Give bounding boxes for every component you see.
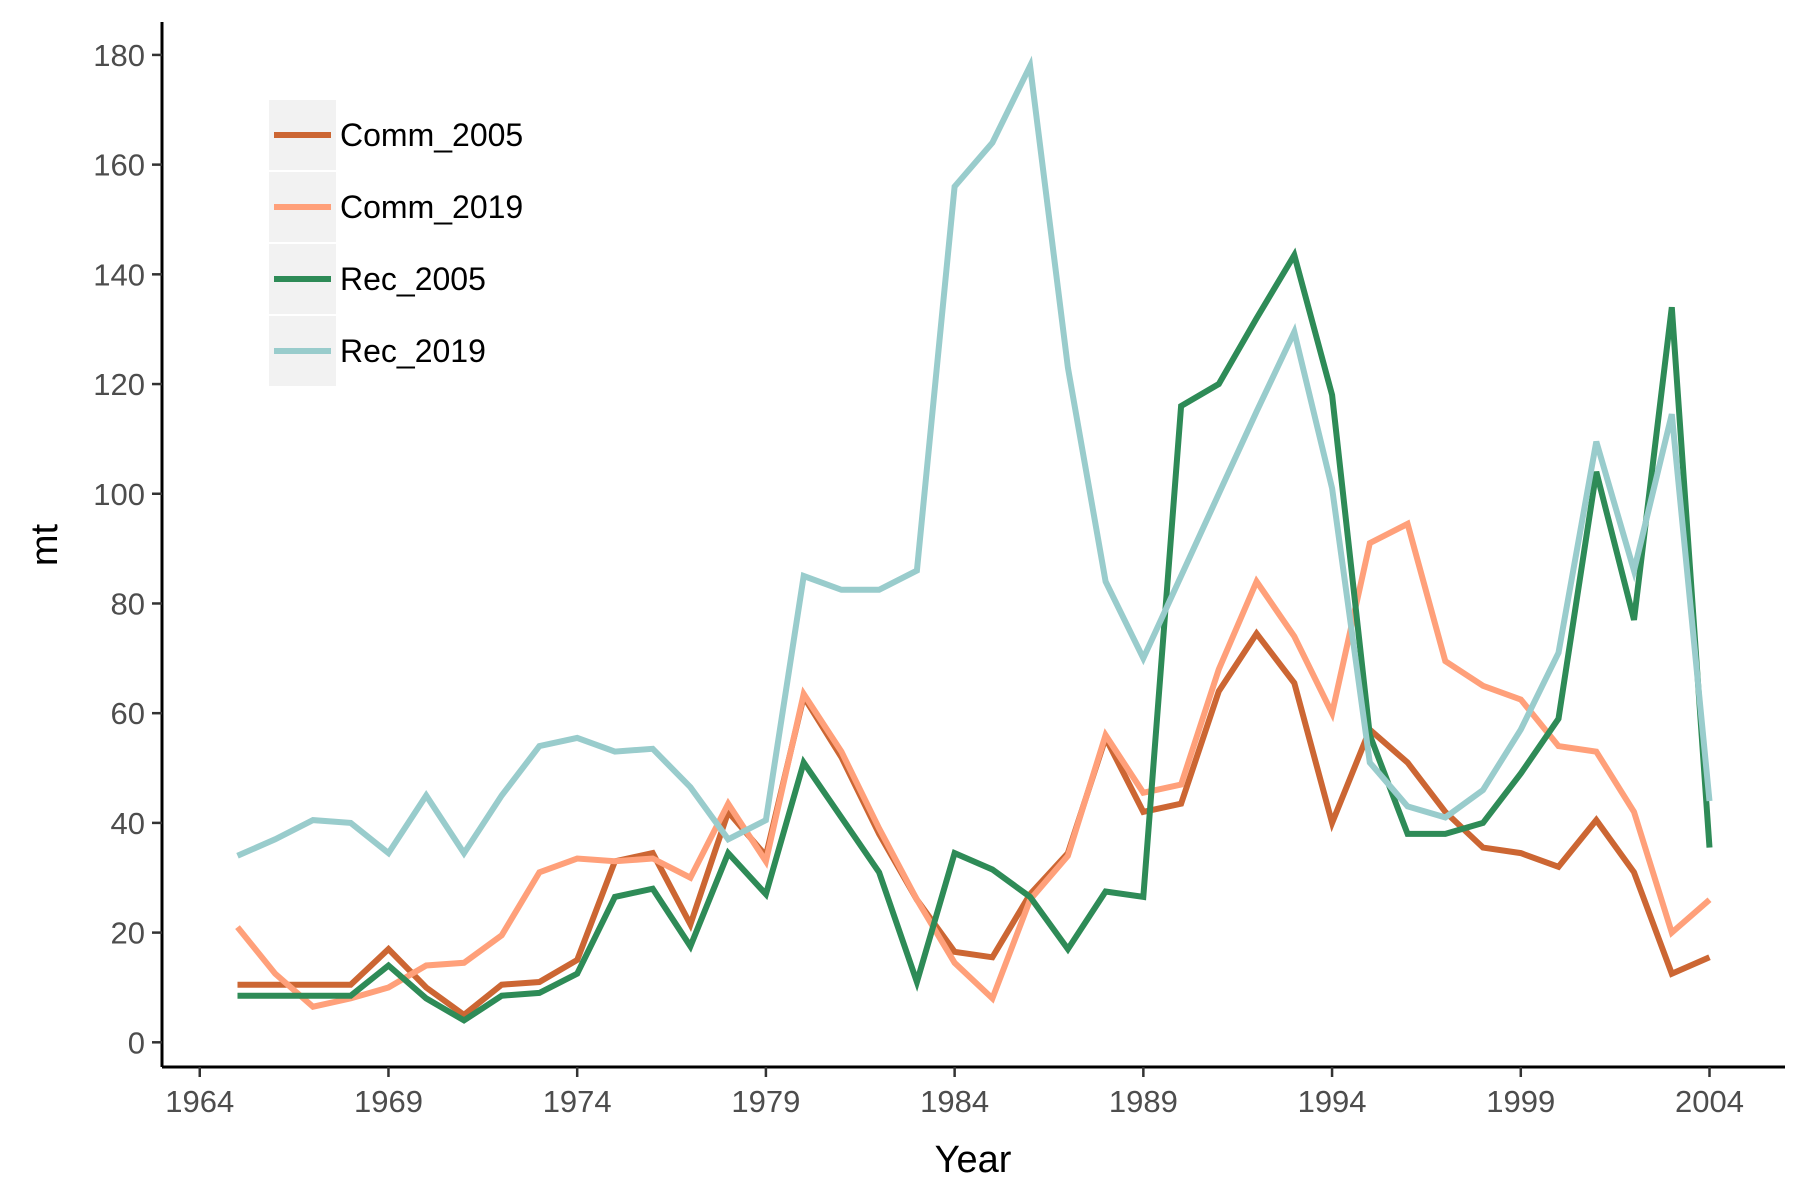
legend-label-rec-2019: Rec_2019 [340, 333, 486, 369]
x-axis-title: Year [935, 1139, 1012, 1181]
y-axis-title: mt [24, 523, 66, 566]
legend-label-comm-2005: Comm_2005 [340, 117, 523, 153]
legend-label-rec-2005: Rec_2005 [340, 261, 486, 297]
x-tick-label: 1974 [543, 1084, 612, 1119]
y-tick-label: 120 [93, 367, 145, 402]
x-ticks: 1964 1969 1974 1979 1984 1989 1994 1999 2004 [165, 1067, 1744, 1119]
y-tick-label: 140 [93, 257, 145, 292]
legend: Comm_2005 Comm_2019 Rec_2005 Rec_2019 [269, 100, 523, 386]
series-lines [235, 55, 1713, 1024]
x-tick-label: 2004 [1675, 1084, 1744, 1119]
y-tick-label: 160 [93, 148, 145, 183]
series-line-comm-2019 [235, 519, 1712, 1010]
x-tick-label: 1989 [1109, 1084, 1178, 1119]
x-tick-label: 1994 [1298, 1084, 1367, 1119]
y-tick-label: 80 [111, 586, 145, 621]
x-tick-label: 1999 [1486, 1084, 1555, 1119]
x-tick-label: 1964 [165, 1084, 234, 1119]
y-tick-label: 40 [111, 806, 145, 841]
series-line-rec-2005 [237, 247, 1713, 1024]
y-ticks: 0 20 40 60 80 100 120 140 160 180 [93, 38, 162, 1060]
y-tick-label: 60 [111, 696, 145, 731]
y-tick-label: 100 [93, 477, 145, 512]
y-tick-label: 0 [128, 1025, 145, 1060]
x-tick-label: 1969 [354, 1084, 423, 1119]
y-tick-label: 20 [111, 916, 145, 951]
x-tick-label: 1979 [731, 1084, 800, 1119]
legend-label-comm-2019: Comm_2019 [340, 189, 523, 225]
x-tick-label: 1984 [920, 1084, 989, 1119]
y-tick-label: 180 [93, 38, 145, 73]
series-line-rec-2019 [236, 55, 1713, 859]
